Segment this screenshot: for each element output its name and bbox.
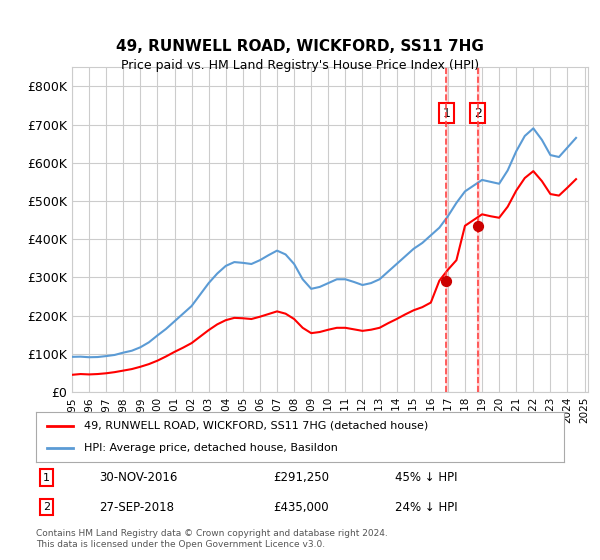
Text: Contains HM Land Registry data © Crown copyright and database right 2024.
This d: Contains HM Land Registry data © Crown c… xyxy=(36,529,388,549)
Text: 2: 2 xyxy=(474,106,482,119)
Text: 2: 2 xyxy=(43,502,50,512)
Text: 30-NOV-2016: 30-NOV-2016 xyxy=(100,471,178,484)
Text: 45% ↓ HPI: 45% ↓ HPI xyxy=(395,471,458,484)
Text: £291,250: £291,250 xyxy=(274,471,329,484)
Point xyxy=(473,221,482,230)
Text: 27-SEP-2018: 27-SEP-2018 xyxy=(100,501,175,514)
Text: 49, RUNWELL ROAD, WICKFORD, SS11 7HG: 49, RUNWELL ROAD, WICKFORD, SS11 7HG xyxy=(116,39,484,54)
Text: Price paid vs. HM Land Registry's House Price Index (HPI): Price paid vs. HM Land Registry's House … xyxy=(121,59,479,72)
Text: 1: 1 xyxy=(43,473,50,483)
Text: 49, RUNWELL ROAD, WICKFORD, SS11 7HG (detached house): 49, RUNWELL ROAD, WICKFORD, SS11 7HG (de… xyxy=(83,421,428,431)
Bar xyxy=(477,67,479,392)
Text: £435,000: £435,000 xyxy=(274,501,329,514)
Text: HPI: Average price, detached house, Basildon: HPI: Average price, detached house, Basi… xyxy=(83,443,337,453)
Text: 24% ↓ HPI: 24% ↓ HPI xyxy=(395,501,458,514)
Point xyxy=(442,276,451,285)
Text: 1: 1 xyxy=(443,106,451,119)
Bar xyxy=(446,67,448,392)
